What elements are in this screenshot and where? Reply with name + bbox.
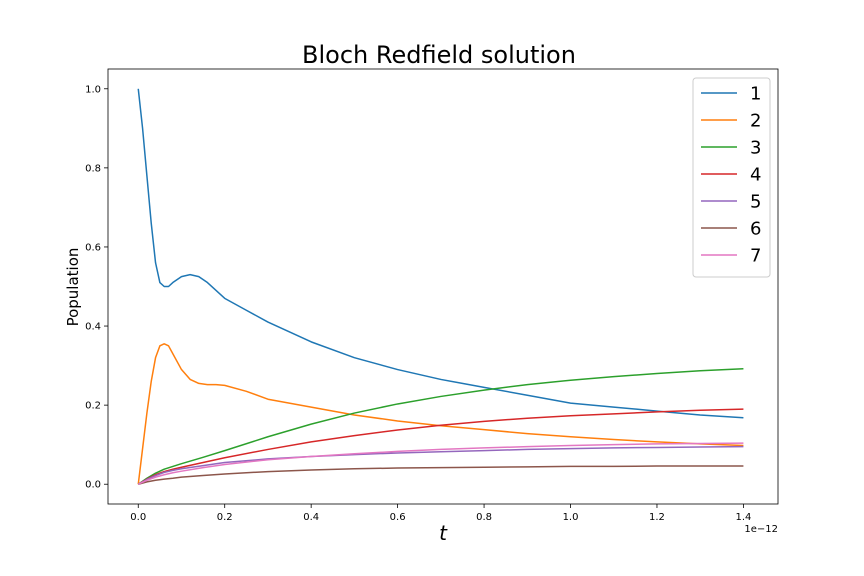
y-axis: 0.0 0.2 0.4 0.6 0.8 1.0 (85, 84, 108, 491)
y-tick-label: 0.4 (85, 322, 101, 333)
series-layer (137, 88, 744, 485)
series-line-3 (137, 368, 744, 485)
legend-label-6: 6 (750, 219, 761, 240)
series-line-1 (137, 88, 744, 419)
x-axis-label: t (439, 521, 448, 545)
x-tick-label: 0.2 (217, 512, 233, 523)
legend-label-3: 3 (750, 138, 761, 159)
x-tick-label: 1.2 (649, 512, 665, 523)
x-tick-label: 0.8 (476, 512, 492, 523)
y-tick-label: 0.8 (85, 163, 101, 174)
x-axis-offset-label: 1e−12 (744, 524, 778, 535)
y-tick-label: 0.6 (85, 242, 101, 253)
x-tick-label: 0.0 (130, 512, 146, 523)
x-axis: 0.0 0.2 0.4 0.6 0.8 1.0 1.2 1.4 (130, 504, 751, 523)
x-tick-label: 1.4 (735, 512, 751, 523)
plot-frame (107, 68, 779, 505)
legend-label-5: 5 (750, 192, 761, 213)
series-line-4 (137, 408, 744, 485)
legend: 1 2 3 4 5 6 7 (692, 77, 771, 278)
legend-label-4: 4 (750, 165, 761, 186)
legend-label-7: 7 (750, 246, 761, 267)
y-tick-label: 0.0 (85, 480, 101, 491)
legend-label-1: 1 (750, 84, 761, 105)
x-tick-label: 0.4 (303, 512, 319, 523)
y-tick-label: 0.2 (85, 401, 101, 412)
x-tick-label: 0.6 (390, 512, 406, 523)
y-tick-label: 1.0 (85, 84, 101, 95)
legend-label-2: 2 (750, 111, 761, 132)
x-tick-label: 1.0 (563, 512, 579, 523)
series-line-6 (138, 465, 744, 485)
series-line-7 (137, 442, 744, 485)
series-line-2 (137, 343, 744, 485)
y-axis-label: Population (64, 248, 82, 327)
chart-title: Bloch Redfield solution (302, 41, 576, 69)
